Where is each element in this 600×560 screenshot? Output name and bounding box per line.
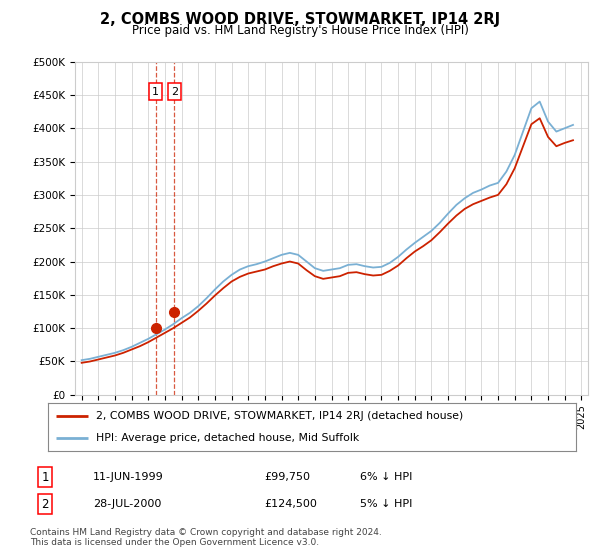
Text: 6% ↓ HPI: 6% ↓ HPI (360, 472, 412, 482)
Text: 2: 2 (41, 497, 49, 511)
Text: 11-JUN-1999: 11-JUN-1999 (93, 472, 164, 482)
Text: 1: 1 (152, 87, 159, 96)
Text: 28-JUL-2000: 28-JUL-2000 (93, 499, 161, 509)
Text: £124,500: £124,500 (264, 499, 317, 509)
Text: 5% ↓ HPI: 5% ↓ HPI (360, 499, 412, 509)
Text: 2, COMBS WOOD DRIVE, STOWMARKET, IP14 2RJ: 2, COMBS WOOD DRIVE, STOWMARKET, IP14 2R… (100, 12, 500, 27)
Text: 2, COMBS WOOD DRIVE, STOWMARKET, IP14 2RJ (detached house): 2, COMBS WOOD DRIVE, STOWMARKET, IP14 2R… (95, 411, 463, 421)
Text: 2: 2 (171, 87, 178, 96)
Text: HPI: Average price, detached house, Mid Suffolk: HPI: Average price, detached house, Mid … (95, 433, 359, 443)
Text: Contains HM Land Registry data © Crown copyright and database right 2024.
This d: Contains HM Land Registry data © Crown c… (30, 528, 382, 547)
Text: £99,750: £99,750 (264, 472, 310, 482)
Text: 1: 1 (41, 470, 49, 484)
Text: Price paid vs. HM Land Registry's House Price Index (HPI): Price paid vs. HM Land Registry's House … (131, 24, 469, 36)
